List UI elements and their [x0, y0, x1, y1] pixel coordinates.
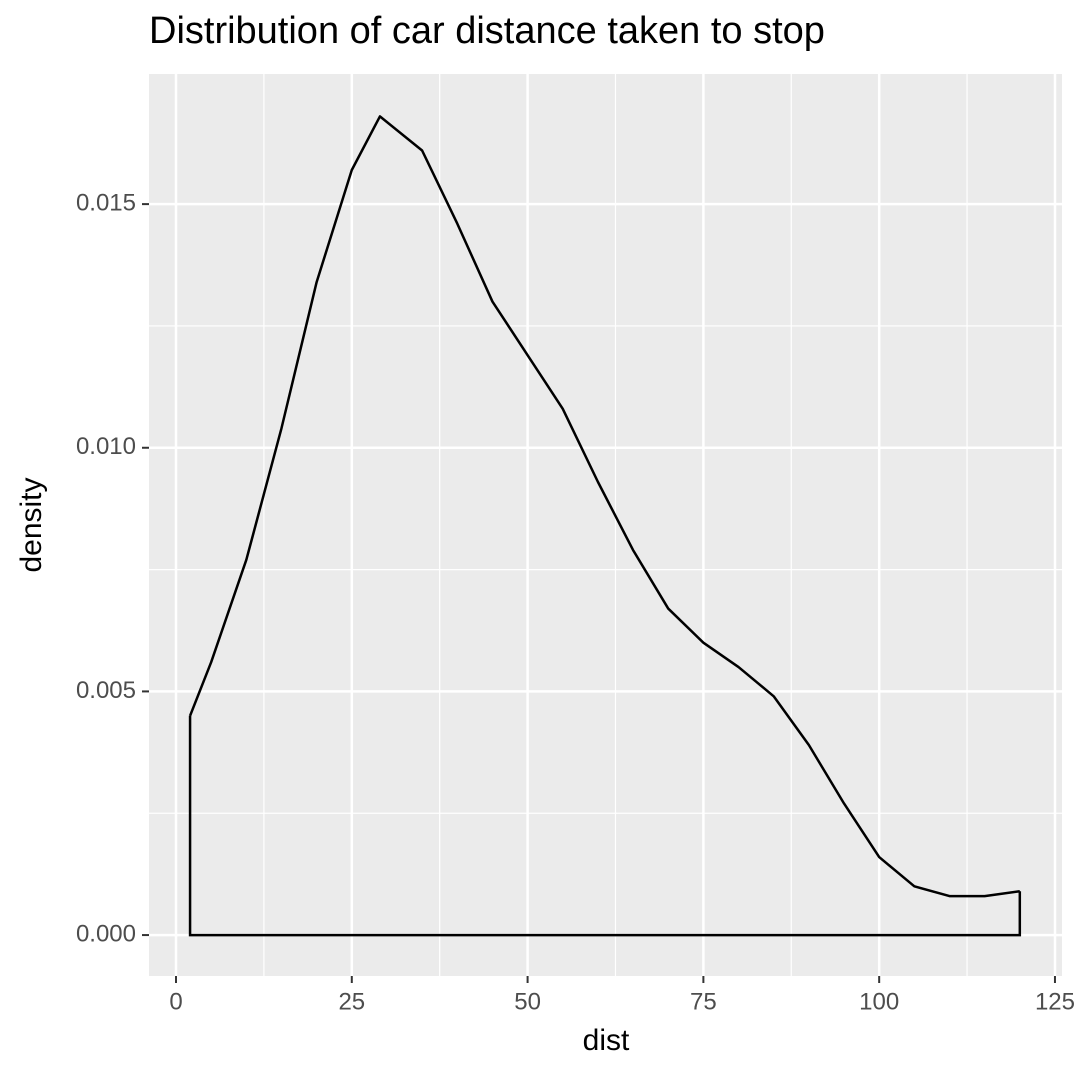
x-axis-label: dist	[583, 1024, 630, 1057]
plot-panel	[149, 74, 1062, 976]
x-tick-label: 75	[690, 988, 717, 1015]
y-tick-label: 0.005	[76, 677, 136, 704]
x-tick-label: 100	[859, 988, 899, 1015]
x-tick-label: 125	[1035, 988, 1075, 1015]
density-curve	[188, 115, 1020, 898]
x-tick-label: 50	[514, 988, 541, 1015]
x-tick-label: 25	[338, 988, 365, 1015]
y-tick-label: 0.015	[76, 189, 136, 216]
y-tick-label: 0.010	[76, 433, 136, 460]
y-axis-label: density	[15, 477, 48, 572]
y-tick-label: 0.000	[76, 920, 136, 947]
x-tick-label: 0	[169, 988, 182, 1015]
density-baseline	[188, 715, 1022, 937]
chart-title: Distribution of car distance taken to st…	[149, 10, 825, 52]
